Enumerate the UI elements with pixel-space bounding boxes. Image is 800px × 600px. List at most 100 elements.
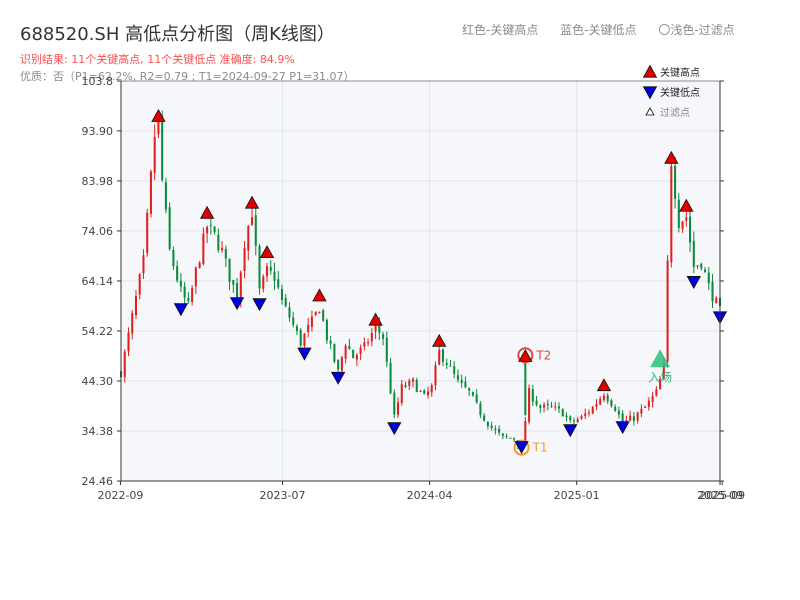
key-high-marker — [244, 195, 260, 209]
candle-body — [393, 392, 396, 415]
candle-body — [251, 217, 254, 226]
key-high-marker — [312, 288, 327, 302]
y-tick-label: 54.22 — [82, 325, 114, 338]
key-low-marker — [297, 347, 312, 361]
candle-body — [647, 400, 650, 407]
chart-title: 688520.SH 高低点分析图（周K线图） — [20, 24, 335, 45]
candle-body — [303, 333, 306, 346]
candle-body — [580, 416, 583, 419]
x-tick-label: 2025-09 — [697, 489, 743, 502]
candle-body — [127, 332, 130, 352]
candle-body — [228, 258, 231, 282]
candle-body — [265, 266, 269, 277]
candle-body — [273, 271, 276, 281]
candle-body — [367, 342, 370, 344]
candle-body — [636, 412, 639, 421]
y-tick-label: 64.14 — [82, 275, 114, 288]
candle-body — [546, 403, 549, 406]
candle-body — [236, 282, 239, 301]
key-high-marker — [259, 245, 275, 259]
candle-body — [498, 428, 501, 433]
candle-body — [217, 234, 220, 251]
candle-body — [513, 438, 516, 440]
candle-body — [146, 212, 149, 254]
candle-body — [599, 398, 602, 405]
candle-body — [348, 345, 351, 350]
candle-body — [509, 437, 512, 439]
candle-body — [123, 351, 126, 378]
x-tick-label: 2024-04 — [407, 489, 453, 502]
candle-body — [183, 286, 186, 298]
candle-body — [602, 395, 605, 400]
color-legend: 红色-关键高点 蓝色-关键低点 〇浅色-过滤点 — [462, 21, 753, 38]
candle-body — [584, 413, 587, 417]
t2-label: T2 — [535, 348, 551, 362]
candle-body — [400, 384, 403, 404]
key-high-marker — [432, 333, 447, 347]
candle-body — [337, 360, 340, 370]
candle-body — [419, 390, 422, 392]
candle-body — [363, 342, 366, 347]
candle-body — [539, 405, 542, 409]
candle-body — [221, 247, 224, 251]
candle-body — [415, 380, 418, 393]
candle-body — [685, 217, 688, 221]
candle-body — [655, 389, 658, 396]
candle-body — [404, 385, 407, 387]
candle-body — [591, 407, 594, 414]
legend-light-filtered: 〇浅色-过滤点 — [658, 23, 735, 37]
legend-filtered-icon — [645, 107, 655, 116]
candle-body — [468, 388, 471, 391]
legend-label: 关键高点 — [660, 66, 700, 79]
candle-body — [434, 365, 437, 386]
candle-body — [610, 400, 613, 407]
entry-marker — [650, 349, 671, 368]
candle-body — [535, 400, 538, 405]
candle-body — [131, 313, 134, 334]
t1-circle — [513, 439, 530, 456]
candle-body — [355, 354, 358, 360]
candle-body — [557, 406, 561, 409]
entry-label: 入场 — [648, 370, 672, 384]
candle-body — [550, 405, 553, 407]
y-tick-label: 93.90 — [82, 125, 114, 138]
candle-body — [247, 226, 250, 251]
candle-body — [490, 425, 493, 429]
candle-body — [464, 381, 467, 388]
candle-body — [670, 166, 673, 263]
recognition-result-text: 识别结果: 11个关键高点, 11个关键低点 准确度: 84.9% — [20, 53, 295, 66]
candle-body — [325, 320, 328, 341]
candle-body — [696, 265, 699, 267]
candle-body — [644, 407, 647, 409]
candle-body — [382, 334, 385, 339]
key-low-marker — [686, 276, 701, 289]
key-low-marker — [387, 422, 402, 436]
candle-body — [662, 363, 665, 379]
candle-body — [318, 312, 321, 314]
candle-body — [617, 410, 620, 415]
x-tick-label: 2023-07 — [260, 489, 306, 502]
candle-body — [269, 266, 272, 271]
candle-body — [704, 269, 707, 272]
y-tick-label: 24.46 — [82, 475, 114, 488]
candle-body — [198, 262, 201, 268]
candle-body — [157, 115, 160, 135]
candle-body — [374, 324, 377, 332]
candle-body — [632, 416, 635, 421]
key-high-marker — [368, 312, 383, 326]
candle-body — [179, 280, 182, 287]
legend-red-key-high: 红色-关键高点 — [462, 23, 539, 37]
candle-body — [524, 421, 527, 445]
candle-body — [677, 199, 680, 228]
key-high-marker — [664, 150, 679, 164]
candle-body — [640, 408, 643, 414]
candle-body — [138, 274, 141, 295]
candle-body — [310, 316, 313, 327]
y-tick-label: 103.8 — [82, 75, 114, 88]
key-low-marker — [563, 424, 578, 438]
candle-body — [168, 207, 171, 249]
candle-body — [284, 298, 287, 307]
key-low-marker — [330, 371, 346, 385]
candle-body — [707, 272, 710, 284]
candle-body — [651, 396, 654, 402]
